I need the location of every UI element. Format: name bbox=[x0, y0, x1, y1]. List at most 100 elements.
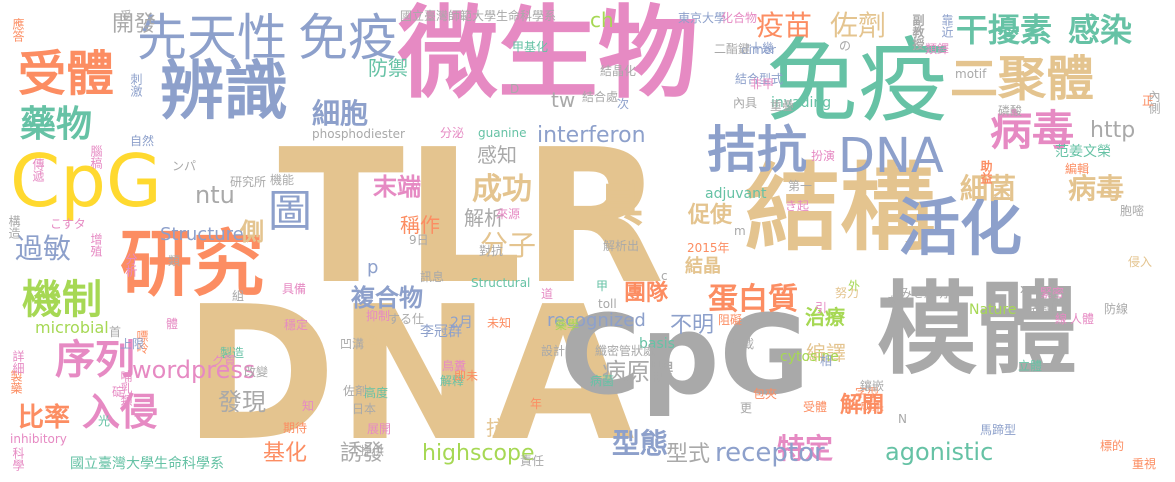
word: 比率 bbox=[18, 403, 71, 433]
word: 解析出 bbox=[603, 239, 640, 253]
word: 增殖 bbox=[89, 233, 103, 257]
word: 結晶 bbox=[685, 256, 721, 277]
word: 病毒 bbox=[1068, 172, 1125, 205]
word: recognized bbox=[547, 310, 646, 331]
word: 分泌 bbox=[440, 126, 465, 140]
word: 凹溝 bbox=[340, 337, 365, 351]
word: 免疫 bbox=[766, 28, 951, 135]
word: 體 bbox=[166, 317, 179, 331]
word: 助益 bbox=[979, 160, 993, 184]
word: motif bbox=[955, 67, 987, 81]
word: 類鐸 bbox=[925, 42, 950, 56]
word: 辨識 bbox=[160, 55, 288, 129]
word: 細胞 bbox=[312, 97, 369, 130]
word: wordpress bbox=[132, 356, 256, 384]
word: 對抗 bbox=[479, 244, 504, 258]
word: 成果 bbox=[860, 399, 885, 413]
word: interferon bbox=[537, 123, 646, 148]
word: ntu bbox=[195, 181, 235, 209]
word: 知 bbox=[302, 399, 315, 413]
word: 構造 bbox=[7, 215, 21, 239]
word: 抑制 bbox=[366, 309, 391, 323]
word: 機制 bbox=[22, 277, 102, 323]
word: 腦稿 bbox=[89, 145, 103, 169]
word: みを解明 bbox=[900, 286, 949, 300]
word: 字型 bbox=[855, 386, 880, 400]
word: 立體 bbox=[1018, 359, 1043, 373]
word: 複合物 bbox=[351, 284, 423, 312]
word: D bbox=[510, 82, 520, 96]
word: 病原體 bbox=[602, 358, 674, 386]
word: 內具 bbox=[733, 96, 758, 110]
word: 十幾 bbox=[750, 41, 775, 55]
word: 細菌 bbox=[960, 172, 1017, 205]
word: 應答 bbox=[11, 18, 25, 42]
word: 模體 bbox=[877, 271, 1077, 388]
word: 製藥 bbox=[9, 370, 23, 394]
word: 相 bbox=[820, 354, 833, 368]
word: 李冠群 bbox=[420, 324, 462, 340]
word: 訊息 bbox=[420, 270, 445, 284]
word: 具 bbox=[597, 178, 643, 232]
word: 道 bbox=[541, 287, 554, 301]
word: 非甲 bbox=[750, 77, 775, 91]
word: 末端 bbox=[373, 173, 421, 201]
word: 期待 bbox=[283, 421, 308, 435]
word: 傳遞 bbox=[31, 158, 45, 182]
word: 藥學 bbox=[555, 318, 580, 332]
word: 展開 bbox=[367, 422, 392, 436]
word: 重視 bbox=[1132, 457, 1157, 471]
word: 鳥糞 bbox=[442, 359, 467, 373]
word: Structural bbox=[471, 276, 531, 290]
word: 高度 bbox=[364, 386, 389, 400]
word: 研究 bbox=[120, 222, 265, 306]
word: 二聚體 bbox=[950, 51, 1095, 107]
word: 促使 bbox=[688, 203, 733, 228]
word: DNA bbox=[183, 266, 635, 482]
word: 靠近 bbox=[940, 14, 954, 38]
word: 開發 bbox=[112, 12, 157, 37]
word: Structure bbox=[160, 224, 244, 245]
word: 特定 bbox=[777, 432, 834, 465]
word: 結晶化 bbox=[600, 64, 637, 78]
word: ク質 bbox=[212, 354, 237, 368]
word: adjuvant bbox=[705, 186, 767, 202]
word: 發現 bbox=[218, 388, 266, 416]
word: 上限 bbox=[120, 337, 145, 351]
word: 疫苗 bbox=[756, 9, 813, 42]
word: microbial bbox=[35, 318, 109, 337]
word: の bbox=[839, 39, 852, 53]
word: 詳細 bbox=[11, 350, 25, 374]
word: 國立臺灣大學生命科學系 bbox=[70, 456, 224, 472]
word: 東京大學 bbox=[678, 11, 727, 25]
word: 微生物 bbox=[398, 0, 698, 112]
word: toll bbox=[598, 297, 617, 311]
word: 提供 bbox=[360, 444, 385, 458]
word: 研究所 bbox=[230, 175, 267, 189]
word: 阻礙 bbox=[718, 313, 743, 327]
word: 受體 bbox=[18, 46, 115, 102]
word: 免疫 bbox=[298, 9, 398, 67]
word: c bbox=[661, 269, 668, 283]
word: N bbox=[898, 412, 907, 426]
word: 側 bbox=[240, 218, 264, 246]
word: agonistic bbox=[885, 438, 994, 466]
word: 引 bbox=[815, 301, 828, 315]
word: p bbox=[367, 257, 379, 278]
word: 防線 bbox=[1104, 302, 1129, 316]
word: 次 bbox=[617, 97, 630, 111]
word: phosphodiester bbox=[312, 127, 405, 141]
word: 穩定 bbox=[284, 318, 309, 332]
word: x bbox=[1020, 282, 1028, 296]
word: 分子 bbox=[480, 229, 537, 262]
word: 型式 bbox=[666, 442, 711, 467]
word: 包夾 bbox=[753, 387, 778, 401]
word: 哺乳類 bbox=[119, 370, 133, 406]
word: を bbox=[887, 294, 900, 308]
word: m bbox=[734, 224, 746, 238]
word: 重疊 bbox=[770, 99, 795, 113]
word: 佐劑 bbox=[830, 9, 887, 42]
word: 受 bbox=[120, 9, 133, 23]
word: 蛋白質 bbox=[708, 282, 798, 317]
word: 科學 bbox=[11, 447, 25, 471]
